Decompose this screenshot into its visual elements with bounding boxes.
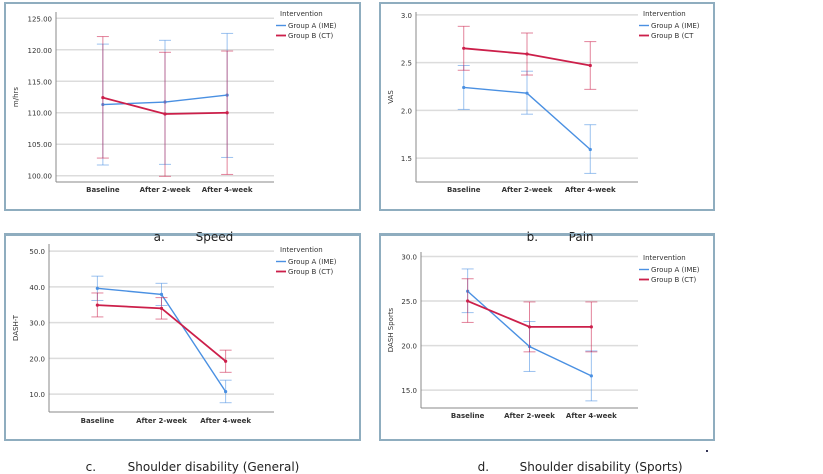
x-tick-label: After 2-week <box>140 186 191 194</box>
x-tick-label: Baseline <box>86 186 120 194</box>
group-a-point <box>525 91 529 95</box>
caption-letter: a. <box>153 230 165 244</box>
x-tick-label: Baseline <box>451 412 485 420</box>
group-a-point <box>224 390 228 394</box>
group-b-point <box>159 306 164 310</box>
legend-title: Intervention <box>280 246 323 254</box>
group-a-point <box>462 85 466 90</box>
y-tick-label: 100.00 <box>28 173 53 181</box>
y-tick-label: 120.00 <box>28 47 53 55</box>
legend-title: Intervention <box>643 10 686 18</box>
legend-title: Intervention <box>280 10 323 18</box>
x-tick-label: After 4-week <box>200 417 251 425</box>
x-tick-label: After 4-week <box>202 186 253 194</box>
group-a-legend-label: Group A (IME) <box>651 266 700 274</box>
caption-dash-general: c. Shoulder disability (General) <box>78 446 300 474</box>
x-tick-label: Baseline <box>447 186 481 194</box>
y-tick-label: 25.0 <box>401 298 417 306</box>
separator-line <box>4 233 361 234</box>
y-tick-label: 30.0 <box>401 253 417 261</box>
y-tick-label: 125.00 <box>28 15 53 23</box>
y-tick-label: 20.0 <box>29 355 45 363</box>
y-tick-label: 115.00 <box>28 78 53 86</box>
y-axis-label: m/hrs <box>12 87 20 107</box>
group-a-point <box>589 374 593 378</box>
chart-panel-dash-sports: 15.0 20.0 25.0 30.0 DASH Sports Baseline After… <box>379 234 715 441</box>
group-a-legend-label: Group A (IME) <box>651 22 700 30</box>
chart-dash-general: 10.0 20.0 30.0 40.0 50.0 DASH-T Baseline After … <box>12 244 337 425</box>
y-axis-label: DASH Sports <box>387 307 395 352</box>
chart-panel-speed: 100.00 105.00 110.00 115.00 120.00 125.00 m/hr… <box>4 2 361 211</box>
group-b-point <box>95 303 99 307</box>
stray-dot <box>706 450 708 452</box>
chart-pain: 1.5 2.0 2.5 3.0 VAS Baseline After 2-week After… <box>387 10 700 194</box>
x-tick-label: After 2-week <box>502 186 553 194</box>
y-axis-label: VAS <box>387 90 395 104</box>
group-a-point <box>95 286 99 290</box>
group-a-legend-label: Group A (IME) <box>288 258 337 266</box>
caption-letter: b. <box>526 230 539 244</box>
group-b-legend-label: Group B (CT) <box>288 32 333 40</box>
group-a-point <box>588 147 592 152</box>
group-b-point <box>588 63 592 68</box>
y-axis-label: DASH-T <box>12 314 20 341</box>
group-b-point <box>525 52 529 56</box>
x-tick-label: Baseline <box>81 417 115 425</box>
group-b-legend-label: Group B (CT) <box>288 268 333 276</box>
y-tick-label: 20.0 <box>401 343 417 351</box>
group-b-legend-label: Group B (CT <box>651 32 694 40</box>
y-tick-label: 105.00 <box>28 141 53 149</box>
x-tick-label: After 2-week <box>504 412 555 420</box>
chart-panel-dash-general: 10.0 20.0 30.0 40.0 50.0 DASH-T Baseline After … <box>4 234 361 441</box>
caption-pain: b. Pain <box>519 216 594 244</box>
y-tick-label: 2.5 <box>401 60 412 68</box>
y-tick-label: 10.0 <box>29 391 45 399</box>
y-tick-label: 2.0 <box>401 107 412 115</box>
y-tick-label: 50.0 <box>29 248 45 256</box>
x-tick-label: After 4-week <box>566 412 617 420</box>
caption-letter: d. <box>477 460 490 474</box>
y-tick-label: 110.00 <box>28 110 53 118</box>
chart-dash-sports: 15.0 20.0 25.0 30.0 DASH Sports Baseline After… <box>387 252 700 420</box>
group-b-point <box>163 112 167 116</box>
group-b-legend-label: Group B (CT) <box>651 276 696 284</box>
y-tick-label: 1.5 <box>401 155 412 163</box>
legend-title: Intervention <box>643 254 686 262</box>
group-b-point <box>527 325 532 329</box>
group-b-point <box>589 325 593 329</box>
group-a-legend-label: Group A (IME) <box>288 22 337 30</box>
caption-dash-sports: d. Shoulder disability (Sports) <box>470 446 683 474</box>
y-tick-label: 15.0 <box>401 387 417 395</box>
group-b-point <box>462 46 466 50</box>
group-b-point <box>225 111 229 115</box>
x-tick-label: After 2-week <box>136 417 187 425</box>
separator-line <box>379 233 715 234</box>
group-a-point <box>159 292 164 296</box>
y-tick-label: 30.0 <box>29 320 45 328</box>
chart-panel-pain: 1.5 2.0 2.5 3.0 VAS Baseline After 2-week After… <box>379 2 715 211</box>
y-tick-label: 40.0 <box>29 284 45 292</box>
caption-text: Shoulder disability (General) <box>127 460 300 474</box>
y-tick-label: 3.0 <box>401 12 412 20</box>
group-b-point <box>224 359 228 363</box>
caption-letter: c. <box>85 460 97 474</box>
group-b-point <box>466 299 470 303</box>
caption-speed: a. Speed <box>146 216 234 244</box>
caption-text: Shoulder disability (Sports) <box>519 460 683 474</box>
group-b-point <box>101 96 105 100</box>
x-tick-label: After 4-week <box>565 186 616 194</box>
chart-speed: 100.00 105.00 110.00 115.00 120.00 125.00 m/hr… <box>12 10 337 194</box>
